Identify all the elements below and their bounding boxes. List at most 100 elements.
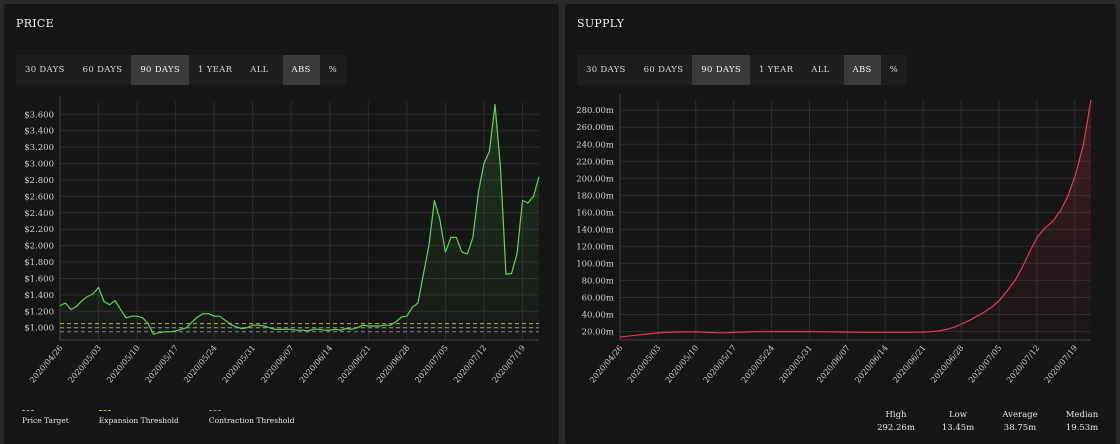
supply-mode-abs-button[interactable]: ABS bbox=[843, 55, 881, 85]
supply-toolbar: 30 DAYS 60 DAYS 90 DAYS 1 YEAR ALL ABS % bbox=[577, 55, 907, 85]
stat-value: 38.75m bbox=[1003, 423, 1037, 433]
x-tick-label: 2020/05/03 bbox=[67, 344, 104, 385]
y-tick-label: $2.800 bbox=[24, 176, 54, 186]
price-chart: $1.000 $1.200 $1.400 $1.600 $1.800 $2.000 $2.2… bbox=[24, 96, 540, 385]
legend-swatch bbox=[98, 410, 111, 411]
price-legend: Price Target Expansion Threshold Contrac… bbox=[22, 410, 295, 425]
x-tick-label: 2020/06/28 bbox=[929, 344, 966, 385]
x-tick-label: 2020/05/03 bbox=[626, 344, 663, 385]
price-mode-abs-button[interactable]: ABS bbox=[282, 55, 320, 85]
series-line bbox=[59, 103, 540, 335]
stat-value: 19.53m bbox=[1065, 423, 1099, 433]
x-tick-label: 2020/07/12 bbox=[1005, 344, 1042, 385]
y-tick-label: 280.00m bbox=[576, 106, 614, 116]
price-range-60-days-button[interactable]: 60 DAYS bbox=[82, 65, 123, 75]
x-tick-label: 2020/06/14 bbox=[298, 344, 335, 385]
series-line bbox=[619, 99, 1092, 338]
price-range-all-button[interactable]: ALL bbox=[250, 65, 269, 75]
y-tick-label: 20.00m bbox=[582, 327, 614, 337]
y-tick-label: $3.600 bbox=[24, 110, 54, 120]
supply-range-60-days-button[interactable]: 60 DAYS bbox=[643, 65, 684, 75]
y-tick-label: $1.600 bbox=[24, 274, 54, 284]
x-tick-label: 2020/06/07 bbox=[259, 344, 296, 385]
supply-mode-percent-button[interactable]: % bbox=[889, 65, 898, 75]
price-range-30-days-button[interactable]: 30 DAYS bbox=[25, 65, 65, 75]
stat-label: Median bbox=[1065, 410, 1099, 420]
legend-price-target[interactable]: Price Target bbox=[22, 410, 69, 425]
series-area bbox=[620, 99, 1091, 340]
x-tick-label: 2020/04/26 bbox=[588, 344, 625, 385]
price-title: PRICE bbox=[16, 17, 54, 30]
y-tick-label: $2.400 bbox=[24, 209, 54, 219]
x-tick-label: 2020/07/05 bbox=[967, 344, 1004, 385]
price-range-90-days-button[interactable]: 90 DAYS bbox=[131, 55, 190, 85]
y-tick-label: $2.200 bbox=[24, 225, 54, 235]
price-toolbar: 30 DAYS 60 DAYS 90 DAYS 1 YEAR ALL ABS % bbox=[16, 55, 346, 85]
x-tick-label: 2020/06/21 bbox=[891, 344, 928, 385]
x-tick-label: 2020/05/31 bbox=[777, 344, 814, 385]
y-tick-label: 60.00m bbox=[582, 293, 614, 303]
y-tick-label: 180.00m bbox=[576, 191, 614, 201]
price-panel: PRICE 30 DAYS 60 DAYS 90 DAYS 1 YEAR ALL… bbox=[4, 4, 559, 444]
x-tick-label: 2020/04/26 bbox=[28, 344, 65, 385]
x-tick-label: 2020/06/28 bbox=[375, 344, 412, 385]
x-tick-label: 2020/05/24 bbox=[740, 344, 777, 385]
stat-label: Low bbox=[948, 410, 968, 420]
y-tick-label: 80.00m bbox=[582, 276, 614, 286]
legend-label: Price Target bbox=[22, 416, 69, 425]
supply-panel: SUPPLY 30 DAYS 60 DAYS 90 DAYS 1 YEAR AL… bbox=[565, 4, 1116, 444]
x-tick-label: 2020/06/14 bbox=[853, 344, 890, 385]
x-tick-label: 2020/07/12 bbox=[452, 344, 489, 385]
y-tick-label: $2.000 bbox=[24, 242, 54, 252]
x-tick-label: 2020/07/05 bbox=[413, 344, 450, 385]
y-tick-label: 40.00m bbox=[582, 310, 614, 320]
y-tick-label: $1.800 bbox=[24, 258, 54, 268]
stat-label: High bbox=[885, 410, 907, 420]
stat-value: 292.26m bbox=[877, 423, 915, 433]
legend-expansion-threshold[interactable]: Expansion Threshold bbox=[98, 410, 179, 425]
supply-stats: High 292.26m Low 13.45m Average 38.75m M… bbox=[872, 409, 1106, 435]
y-tick-label: 200.00m bbox=[576, 174, 614, 184]
x-tick-label: 2020/05/17 bbox=[702, 344, 739, 385]
y-tick-label: $1.200 bbox=[24, 307, 54, 317]
price-mode-percent-button[interactable]: % bbox=[328, 65, 337, 75]
stat-median: Median 19.53m bbox=[1058, 409, 1106, 435]
stat-label: Average bbox=[1002, 410, 1038, 420]
y-tick-label: $3.200 bbox=[24, 143, 54, 153]
x-tick-label: 2020/05/24 bbox=[182, 344, 219, 385]
legend-swatch bbox=[22, 410, 34, 411]
legend-label: Expansion Threshold bbox=[98, 416, 179, 425]
supply-range-90-days-button[interactable]: 90 DAYS bbox=[692, 55, 751, 85]
y-tick-label: 240.00m bbox=[576, 140, 614, 150]
y-tick-label: 120.00m bbox=[576, 242, 614, 252]
price-range-1-year-button[interactable]: 1 YEAR bbox=[198, 65, 233, 75]
x-tick-label: 2020/06/07 bbox=[815, 344, 852, 385]
y-tick-label: $1.000 bbox=[24, 324, 54, 334]
supply-chart: 20.00m 40.00m 60.00m 80.00m 100.00m 120.00m 14… bbox=[576, 94, 1092, 385]
legend-swatch bbox=[208, 410, 221, 411]
stat-low: Low 13.45m bbox=[934, 409, 982, 435]
y-tick-label: $3.000 bbox=[24, 160, 54, 170]
x-tick-label: 2020/05/10 bbox=[105, 344, 142, 385]
x-tick-label: 2020/05/31 bbox=[221, 344, 258, 385]
stat-average: Average 38.75m bbox=[996, 409, 1044, 435]
x-tick-label: 2020/05/17 bbox=[144, 344, 181, 385]
y-tick-label: 140.00m bbox=[576, 225, 614, 235]
legend-contraction-threshold[interactable]: Contraction Threshold bbox=[208, 410, 295, 425]
y-tick-label: 160.00m bbox=[576, 208, 614, 218]
stat-high: High 292.26m bbox=[872, 409, 920, 435]
legend-label: Contraction Threshold bbox=[208, 416, 295, 425]
y-tick-label: $3.400 bbox=[24, 127, 54, 137]
x-tick-label: 2020/06/21 bbox=[336, 344, 373, 385]
x-tick-label: 2020/05/10 bbox=[664, 344, 701, 385]
supply-range-1-year-button[interactable]: 1 YEAR bbox=[759, 65, 794, 75]
stat-value: 13.45m bbox=[941, 423, 975, 433]
supply-title: SUPPLY bbox=[577, 17, 625, 30]
supply-range-30-days-button[interactable]: 30 DAYS bbox=[586, 65, 626, 75]
y-tick-label: 100.00m bbox=[576, 259, 614, 269]
x-tick-label: 2020/07/19 bbox=[1043, 344, 1080, 385]
supply-range-all-button[interactable]: ALL bbox=[811, 65, 830, 75]
x-tick-label: 2020/07/19 bbox=[490, 344, 527, 385]
y-tick-label: 260.00m bbox=[576, 123, 614, 133]
y-tick-label: 220.00m bbox=[576, 157, 614, 167]
